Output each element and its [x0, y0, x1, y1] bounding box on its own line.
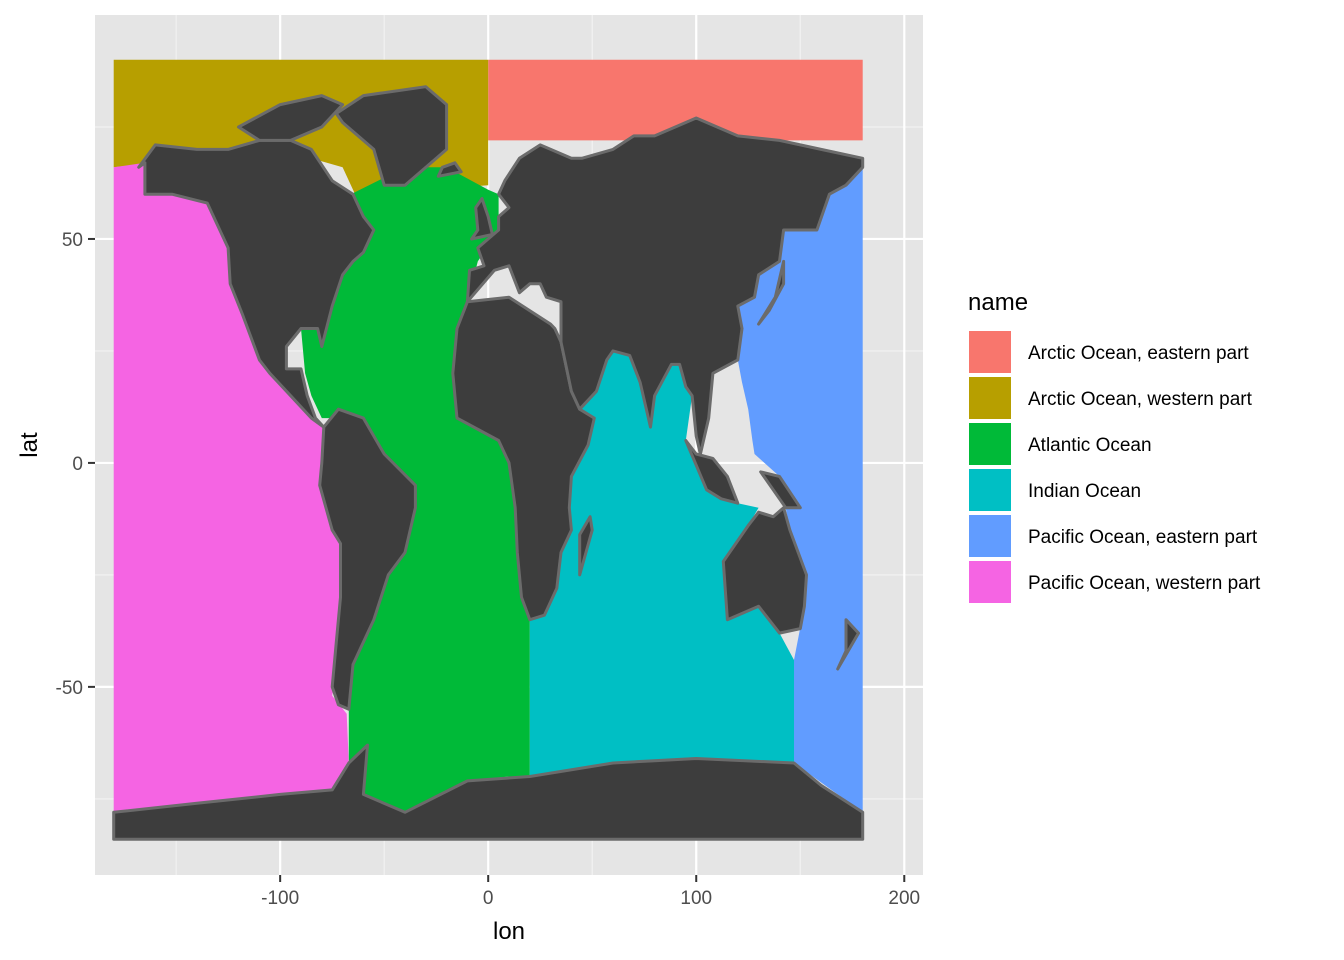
x-tick-label: -100 [261, 888, 299, 909]
land-masses [112, 85, 865, 841]
ocean-region [737, 167, 863, 813]
y-tick-label: 0 [72, 454, 83, 475]
y-tick-label: -50 [56, 678, 83, 699]
land-mass [237, 94, 345, 142]
x-tick-label: 0 [483, 888, 494, 909]
legend-label: Arctic Ocean, eastern part [1028, 343, 1249, 364]
land-mass [578, 515, 594, 577]
legend-swatch [967, 513, 1013, 559]
land-mass [759, 470, 802, 510]
legend-label: Arctic Ocean, western part [1028, 389, 1253, 410]
land-mass [465, 116, 865, 456]
land-mass [470, 197, 494, 241]
legend: name Arctic Ocean, eastern part Arctic Oc… [967, 289, 1261, 605]
legend-swatch [967, 329, 1013, 375]
land-mass [684, 439, 740, 505]
land-mass [318, 407, 417, 711]
x-tick-label: 200 [888, 888, 920, 909]
land-mass [436, 161, 463, 178]
x-axis-ticks: -100 0 100 200 [261, 875, 920, 909]
land-mass [721, 506, 808, 635]
legend-title: name [968, 289, 1028, 316]
y-axis-title: lat [16, 432, 43, 458]
ocean-region [113, 162, 364, 813]
legend-swatch [967, 467, 1013, 513]
legend-swatch [967, 375, 1013, 421]
land-mass [757, 259, 786, 326]
y-axis-ticks: -50 0 50 [56, 230, 95, 699]
land-mass [137, 138, 376, 429]
land-mass [334, 85, 449, 187]
land-mass [112, 743, 865, 841]
land-mass [836, 618, 860, 671]
ocean-region [529, 342, 794, 777]
legend-label: Indian Ocean [1028, 481, 1141, 502]
ocean-region [488, 59, 863, 141]
legend-label: Pacific Ocean, eastern part [1028, 527, 1258, 548]
legend-label: Atlantic Ocean [1028, 435, 1152, 456]
x-tick-label: 100 [680, 888, 712, 909]
legend-label: Pacific Ocean, western part [1028, 573, 1261, 594]
y-tick-label: 50 [62, 230, 83, 251]
x-axis-title: lon [493, 918, 525, 945]
legend-swatch [967, 559, 1013, 605]
legend-swatch [967, 421, 1013, 467]
